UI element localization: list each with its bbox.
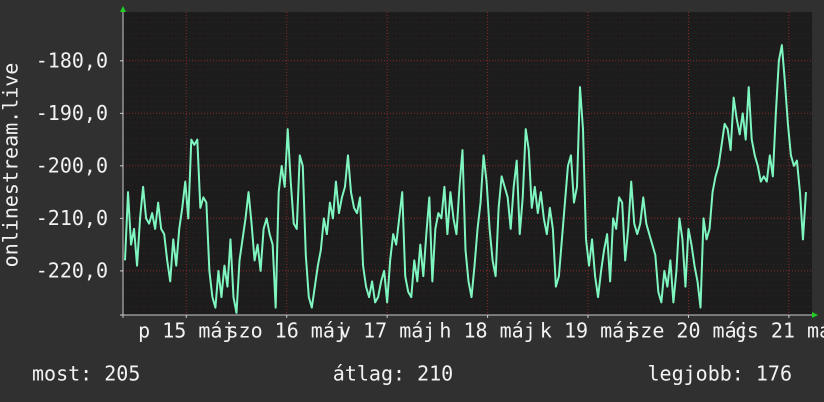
x-tick-label: sze 20 máj — [628, 319, 748, 343]
y-tick-label: -220,0 — [36, 258, 108, 282]
x-tick-label: h 18 máj — [439, 319, 535, 343]
labels: -180,0-190,0-200,0-210,0-220,0p 15 májsz… — [36, 48, 824, 342]
y-axis-label: onlinestream.live — [0, 63, 23, 268]
x-tick-label: cs 21 máj — [735, 319, 824, 343]
x-tick-label: szo 16 máj — [227, 319, 347, 343]
plot — [124, 44, 807, 314]
series-line — [124, 44, 807, 314]
x-tick-label: k 19 máj — [540, 319, 636, 343]
stat-best: legjobb: 176 — [648, 362, 793, 386]
stat-average: átlag: 210 — [333, 362, 453, 386]
y-tick-label: -210,0 — [36, 206, 108, 230]
x-tick-label: v 17 máj — [339, 319, 435, 343]
x-tick-label: p 15 máj — [138, 319, 234, 343]
y-tick-label: -190,0 — [36, 101, 108, 125]
y-arrow — [120, 6, 126, 12]
stat-current: most: 205 — [32, 362, 140, 386]
y-tick-label: -180,0 — [36, 48, 108, 72]
y-tick-label: -200,0 — [36, 153, 108, 177]
x-arrow — [812, 312, 818, 318]
